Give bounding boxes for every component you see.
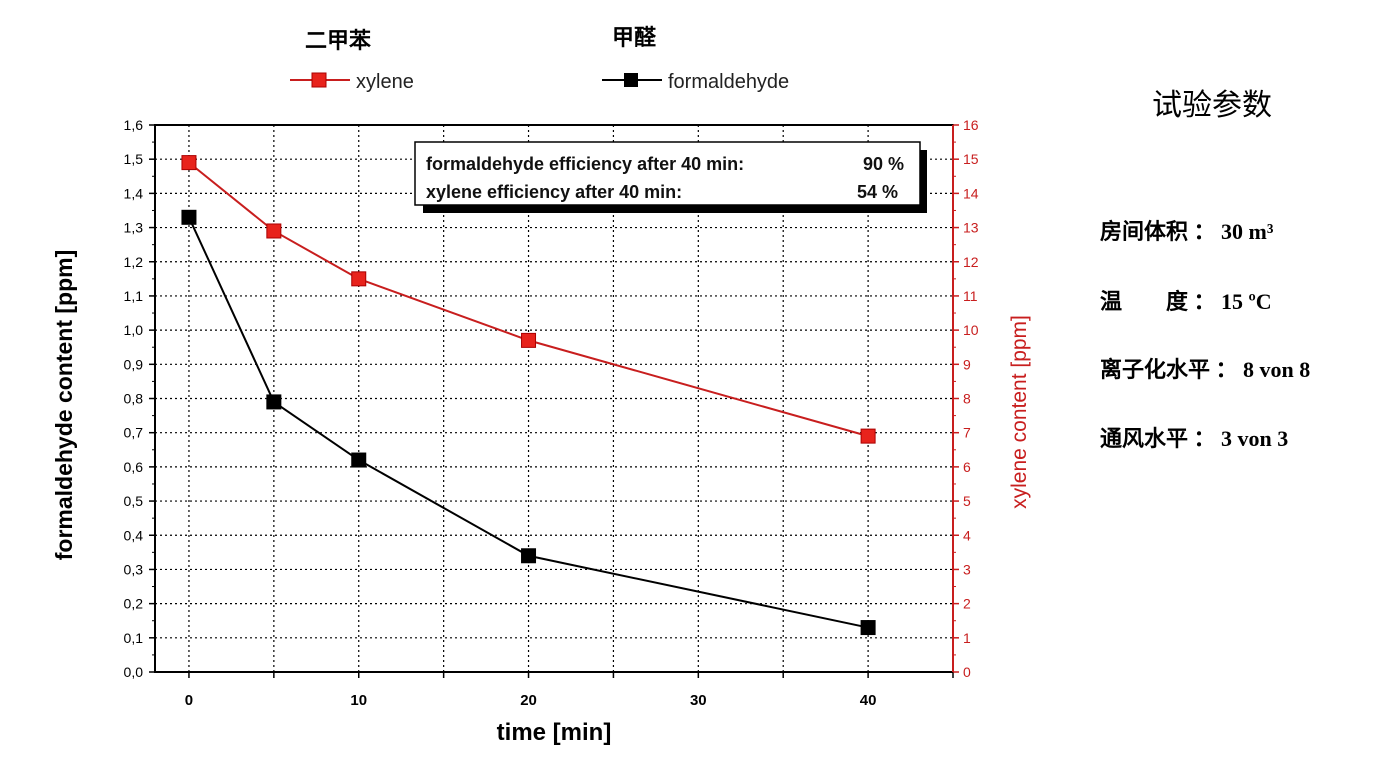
y-left-tick-label: 0,0 [124,664,144,680]
legend-xylene-chinese: 二甲苯 [305,28,372,53]
series [181,155,876,636]
annotation-line1-value: 90 % [863,154,904,174]
legend-xylene-label: xylene [356,71,414,93]
y-left-tick-label: 1,6 [124,117,144,133]
y-left-tick-label: 0,6 [124,459,144,475]
y-right-tick-label: 14 [963,185,979,201]
param-ionization-level: 离子化水平 ： 8 von 8 [1100,357,1311,382]
y-left-tick-label: 0,9 [124,356,144,372]
y-left-tick-label: 0,4 [124,527,144,543]
y-right-tick-label: 11 [963,288,978,304]
x-tick-label: 0 [185,692,193,709]
param-room-volume: 房间体积 ： 30 m³ [1100,219,1274,244]
annotation-box: formaldehyde efficiency after 40 min: 90… [414,141,927,213]
y-left-tick-label: 1,4 [124,185,144,201]
legend-formaldehyde-marker [624,73,638,87]
data-point-xylene [181,155,197,171]
y-right-tick-label: 8 [963,391,971,407]
legend-xylene-marker [311,72,327,88]
y-left-tick-label: 0,5 [124,493,144,509]
y-left-tick-label: 1,0 [124,322,144,338]
y-right-tick-label: 4 [963,527,971,543]
x-axis-label: time [min] [497,719,612,746]
y-axis-right-label: xylene content [ppm] [1008,315,1031,509]
data-point-xylene [860,428,876,444]
x-tick-label: 40 [860,692,877,709]
y-left-tick-label: 0,2 [124,596,144,612]
data-point-formaldehyde [181,209,197,225]
data-point-formaldehyde [521,548,537,564]
y-left-tick-label: 0,7 [124,425,144,441]
x-tick-label: 20 [520,692,537,709]
y-right-tick-label: 2 [963,596,971,612]
data-point-xylene [266,223,282,239]
data-point-xylene [351,271,367,287]
annotation-line2-label: xylene efficiency after 40 min: [426,182,682,202]
y-left-tick-label: 0,8 [124,391,144,407]
y-left-tick-label: 0,1 [124,630,144,646]
data-point-formaldehyde [351,452,367,468]
y-right-tick-label: 7 [963,425,971,441]
y-right-tick-label: 1 [963,630,971,646]
legend-formaldehyde-chinese: 甲醛 [612,25,657,50]
ticks: 0 10 20 30 40 0,0 0 0,1 1 0,2 2 0,3 3 0,4 4 0,5 5 0,6 6 0,7… [124,117,979,709]
annotation-line2-value: 54 % [857,182,898,202]
data-point-formaldehyde [266,394,282,410]
y-right-tick-label: 6 [963,459,971,475]
legend: 二甲苯 xylene 甲醛 formaldehyde [290,25,789,93]
y-right-tick-label: 3 [963,561,971,577]
annotation-line1-label: formaldehyde efficiency after 40 min: [426,154,744,174]
y-axis-left-label: formaldehyde content [ppm] [51,250,77,561]
y-left-tick-label: 1,2 [124,254,144,270]
y-left-tick-label: 1,3 [124,220,144,236]
data-point-formaldehyde [860,620,876,636]
param-temperature: 温 度 ： 15 ºC [1100,289,1272,314]
y-right-tick-label: 9 [963,356,971,372]
y-right-tick-label: 13 [963,220,979,236]
y-left-tick-label: 1,1 [124,288,144,304]
params-title: 试验参数 [1152,89,1272,122]
legend-formaldehyde-label: formaldehyde [668,71,789,93]
x-tick-label: 10 [350,692,367,709]
y-right-tick-label: 5 [963,493,971,509]
y-right-tick-label: 16 [963,117,979,133]
y-right-tick-label: 10 [963,322,979,338]
param-ventilation-level: 通风水平 ： 3 von 3 [1100,426,1289,451]
y-right-tick-label: 15 [963,151,979,167]
y-left-tick-label: 0,3 [124,561,144,577]
y-left-tick-label: 1,5 [124,151,144,167]
y-right-tick-label: 12 [963,254,979,270]
y-right-tick-label: 0 [963,664,971,680]
x-tick-label: 30 [690,692,707,709]
data-point-xylene [521,332,537,348]
